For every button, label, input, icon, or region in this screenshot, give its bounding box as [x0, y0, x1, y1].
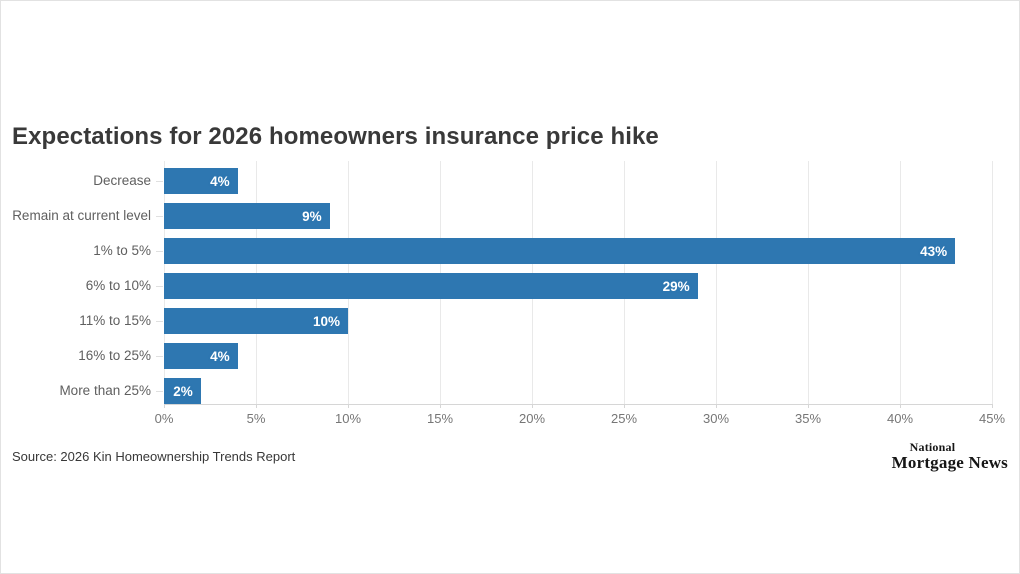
x-axis-tick: [440, 404, 441, 408]
bar-value-label: 10%: [312, 313, 340, 329]
bar: 29%: [164, 273, 698, 299]
x-axis-line: [164, 404, 992, 405]
logo-line-national: National: [909, 440, 956, 454]
x-axis-tick-label: 35%: [794, 411, 822, 426]
x-axis-tick: [992, 404, 993, 408]
category-label: 11% to 15%: [79, 313, 151, 328]
bar-value-label: 4%: [210, 348, 230, 364]
category-tick-mark: [156, 216, 163, 217]
x-axis-tick: [808, 404, 809, 408]
chart-title: Expectations for 2026 homeowners insuran…: [12, 123, 659, 151]
x-axis-tick: [256, 404, 257, 408]
bar-value-label: 43%: [920, 243, 948, 259]
gridline-40pct: [900, 161, 901, 404]
x-axis-tick: [900, 404, 901, 408]
source-note: Source: 2026 Kin Homeownership Trends Re…: [12, 449, 296, 464]
category-tick-mark: [156, 181, 163, 182]
bar-value-label: 9%: [302, 208, 322, 224]
category-tick-mark: [156, 321, 163, 322]
category-label: Remain at current level: [12, 208, 151, 223]
category-label: 6% to 10%: [85, 278, 151, 293]
category-tick-mark: [156, 286, 163, 287]
category-tick-mark: [156, 391, 163, 392]
x-axis-tick: [716, 404, 717, 408]
x-axis-tick: [532, 404, 533, 408]
gridline-30pct: [716, 161, 717, 404]
bar-value-label: 2%: [173, 383, 193, 399]
bar: 2%: [164, 378, 201, 404]
category-tick-mark: [156, 251, 163, 252]
bar-value-label: 4%: [210, 173, 230, 189]
x-axis-tick-label: 40%: [886, 411, 914, 426]
bar: 4%: [164, 343, 238, 369]
x-axis-tick-label: 10%: [334, 411, 362, 426]
x-axis-tick-label: 15%: [426, 411, 454, 426]
national-mortgage-news-logo: National Mortgage News: [892, 441, 1008, 471]
x-axis-tick-label: 30%: [702, 411, 730, 426]
x-axis-tick-label: 45%: [978, 411, 1006, 426]
gridline-45pct: [992, 161, 993, 404]
bar: 10%: [164, 308, 348, 334]
x-axis-tick: [624, 404, 625, 408]
gridline-35pct: [808, 161, 809, 404]
x-axis-tick-label: 25%: [610, 411, 638, 426]
category-label: More than 25%: [59, 383, 151, 398]
x-axis-tick-label: 20%: [518, 411, 546, 426]
bar: 43%: [164, 238, 956, 264]
category-tick-mark: [156, 356, 163, 357]
bar-value-label: 29%: [662, 278, 690, 294]
category-label: Decrease: [93, 173, 151, 188]
x-axis-tick: [164, 404, 165, 408]
x-axis-tick-label: 0%: [154, 411, 174, 426]
logo-line-mortgage-news: Mortgage News: [891, 453, 1008, 472]
bar: 9%: [164, 203, 330, 229]
bar: 4%: [164, 168, 238, 194]
x-axis-tick-label: 5%: [246, 411, 266, 426]
x-axis-tick: [348, 404, 349, 408]
category-label: 1% to 5%: [93, 243, 151, 258]
category-label: 16% to 25%: [78, 348, 151, 363]
